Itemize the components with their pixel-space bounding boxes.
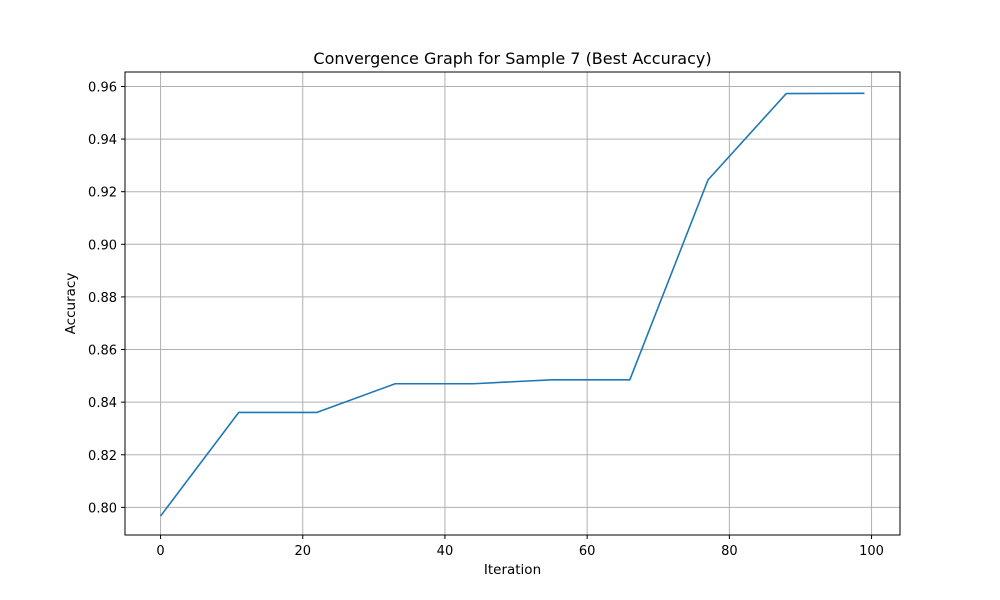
y-axis-label: Accuracy bbox=[63, 273, 79, 335]
series-layer bbox=[159, 92, 865, 517]
ticks: 0 20 40 60 80 100 0.80 0.82 0.84 0.86 0.88 0.90 0.92… bbox=[88, 80, 884, 559]
y-tick-label: 0.96 bbox=[88, 80, 117, 95]
plot-frame bbox=[124, 71, 901, 536]
chart-title: Convergence Graph for Sample 7 (Best Acc… bbox=[313, 49, 711, 68]
y-tick-label: 0.92 bbox=[88, 186, 117, 201]
x-tick-label: 80 bbox=[721, 544, 738, 559]
x-tick-label: 0 bbox=[156, 544, 164, 559]
y-tick-label: 0.80 bbox=[88, 501, 117, 516]
accuracy-line bbox=[159, 92, 865, 517]
grid bbox=[125, 72, 900, 535]
y-tick-label: 0.94 bbox=[88, 133, 117, 148]
x-tick-label: 20 bbox=[294, 544, 311, 559]
y-tick-label: 0.84 bbox=[88, 396, 117, 411]
x-axis-label: Iteration bbox=[484, 562, 541, 578]
y-tick-label: 0.90 bbox=[88, 238, 117, 253]
y-tick-label: 0.82 bbox=[88, 449, 117, 464]
x-tick-label: 40 bbox=[437, 544, 454, 559]
x-tick-label: 100 bbox=[859, 544, 884, 559]
y-tick-label: 0.86 bbox=[88, 344, 117, 359]
x-tick-label: 60 bbox=[579, 544, 596, 559]
y-tick-label: 0.88 bbox=[88, 291, 117, 306]
